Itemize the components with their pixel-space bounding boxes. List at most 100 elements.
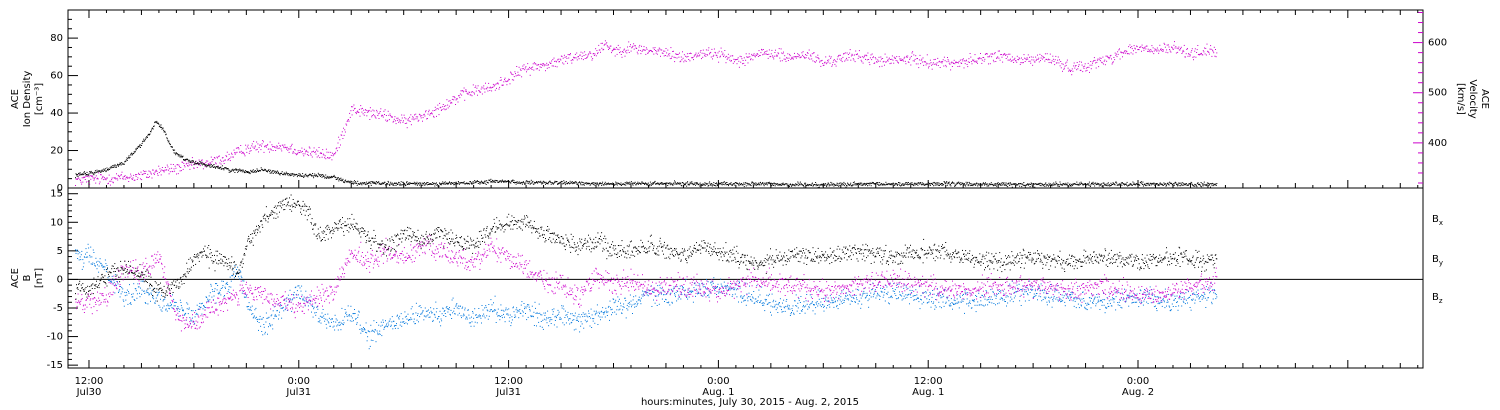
velocity-series-point-1713 — [1123, 52, 1125, 54]
velocity-series-point-1116 — [757, 56, 759, 57]
density-series-point-868 — [530, 182, 532, 184]
density-series-point-53 — [102, 170, 104, 172]
velocity-series-point-1753 — [1147, 48, 1149, 50]
by-series-point-252 — [207, 298, 209, 300]
density-series-point-1213 — [711, 183, 713, 184]
velocity-series-point-1383 — [921, 58, 923, 60]
velocity-series-point-683 — [492, 83, 494, 85]
density-series-point-1435 — [827, 182, 829, 184]
velocity-series-point-582 — [431, 112, 433, 114]
density-series-point-1481 — [851, 185, 853, 187]
density-series-point-2116 — [1184, 184, 1186, 186]
density-series-point-555 — [366, 181, 368, 183]
by-series-point-528 — [351, 317, 353, 319]
density-series-point-479 — [326, 178, 328, 179]
density-series-point-121 — [138, 146, 140, 148]
velocity-series-point-1314 — [879, 66, 881, 68]
velocity-series-point-416 — [329, 157, 331, 159]
density-series-point-1333 — [774, 183, 776, 185]
velocity-series-point-1558 — [1028, 60, 1030, 62]
density-series-point-897 — [545, 181, 547, 183]
density-series-point-1634 — [932, 184, 934, 185]
velocity-series-point-468 — [361, 111, 363, 113]
density-series-point-33 — [92, 172, 94, 174]
by-series-point-88 — [121, 287, 123, 289]
density-series-point-1711 — [972, 185, 974, 187]
velocity-series-point-1670 — [1096, 59, 1098, 61]
density-series-point-967 — [582, 184, 584, 186]
velocity-series-point-1488 — [985, 53, 987, 55]
velocity-series-point-421 — [332, 155, 334, 157]
density-series-point-1133 — [669, 182, 671, 184]
velocity-series-point-327 — [275, 150, 277, 151]
density-series-point-888 — [540, 182, 542, 184]
density-series-point-1217 — [713, 182, 715, 184]
velocity-series-point-1543 — [1019, 58, 1021, 60]
density-series-point-531 — [353, 182, 355, 184]
density-series-point-2078 — [1164, 183, 1166, 185]
density-series-point-1988 — [1117, 184, 1119, 186]
density-series-point-1147 — [676, 183, 678, 185]
velocity-series-point-989 — [680, 60, 682, 62]
by-series-point-276 — [219, 289, 221, 291]
density-series-point-275 — [219, 168, 221, 170]
density-series-point-661 — [421, 182, 423, 184]
velocity-series-point-726 — [519, 74, 521, 76]
velocity-series-point-1705 — [1118, 49, 1120, 51]
velocity-series-point-1012 — [694, 54, 696, 56]
by-series-point-103 — [129, 284, 130, 286]
density-series-point-1588 — [907, 182, 909, 183]
by-series-point-69 — [111, 281, 113, 283]
velocity-series-point-563 — [419, 114, 421, 116]
velocity-series-point-345 — [286, 148, 288, 150]
velocity-series-point-1163 — [786, 57, 788, 59]
density-series-point-928 — [561, 181, 563, 183]
density-series-point-580 — [379, 182, 381, 184]
density-series-point-1564 — [895, 183, 897, 185]
velocity-series-point-845 — [592, 58, 594, 60]
density-series-point-1773 — [1005, 184, 1006, 186]
by-series-point-511 — [343, 324, 344, 326]
velocity-series-point-1777 — [1162, 51, 1164, 52]
by-series-point-18 — [84, 256, 86, 258]
density-series-point-1185 — [696, 182, 698, 183]
velocity-series-point-894 — [622, 51, 624, 52]
by-series-point-36 — [93, 263, 95, 265]
density-series-point-760 — [473, 182, 475, 184]
by-series-point-539 — [357, 314, 359, 316]
density-series-point-230 — [195, 163, 197, 165]
density-series-point-499 — [336, 177, 338, 179]
density-series-point-2 — [76, 174, 77, 176]
density-series-point-1347 — [781, 183, 783, 184]
density-series-point-1378 — [797, 185, 799, 187]
velocity-series-point-1732 — [1134, 48, 1136, 50]
by-series-point-444 — [307, 305, 309, 307]
by-series-point-538 — [357, 316, 359, 318]
by-series-point-4 — [77, 258, 79, 259]
velocity-series-point-460 — [356, 111, 358, 113]
velocity-series-point-680 — [491, 90, 493, 92]
by-series-point-11 — [80, 254, 82, 256]
velocity-series-point-1848 — [1205, 54, 1207, 56]
velocity-series-point-1609 — [1059, 65, 1061, 67]
velocity-series-point-1133 — [768, 53, 770, 55]
density-series-point-1985 — [1116, 182, 1118, 184]
velocity-series-point-1478 — [979, 57, 981, 59]
density-series-point-556 — [366, 183, 368, 185]
density-series-point-1803 — [1020, 183, 1022, 185]
velocity-series-point-594 — [438, 114, 440, 116]
by-series-point-132 — [144, 292, 146, 294]
velocity-series-point-427 — [336, 147, 338, 149]
velocity-series-point-1701 — [1115, 53, 1117, 55]
velocity-series-point-1639 — [1078, 65, 1079, 67]
by-series-point-57 — [104, 259, 106, 261]
density-series-point-29 — [90, 172, 92, 174]
velocity-series-point-1608 — [1059, 59, 1060, 61]
by-series-point-385 — [276, 310, 278, 312]
velocity-series-point-1214 — [817, 57, 819, 59]
velocity-series-point-1039 — [710, 56, 712, 58]
density-series-point-463 — [317, 172, 319, 174]
density-series-point-571 — [374, 181, 376, 183]
velocity-series-point-1694 — [1111, 63, 1113, 65]
velocity-series-point-124 — [150, 173, 152, 175]
